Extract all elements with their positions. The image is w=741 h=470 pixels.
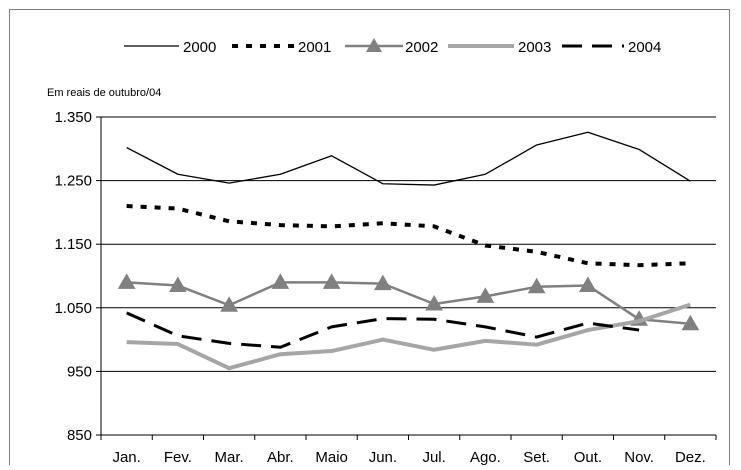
- series-line-2002: [126, 281, 691, 325]
- y-tick-label-1-250: 1.250: [54, 173, 92, 190]
- marker-2002-out: [579, 276, 597, 293]
- marker-2002-fev: [169, 276, 187, 293]
- x-tick-label-set: Set.: [523, 449, 550, 465]
- series-line-2004: [126, 311, 640, 349]
- legend-label-2003: 2003: [518, 39, 551, 56]
- x-tick-label-fev: Fev.: [164, 449, 192, 465]
- marker-2002-dez: [681, 314, 700, 331]
- legend-label-2002: 2002: [405, 39, 438, 56]
- chart-border: [9, 9, 730, 470]
- x-tick-label-abr: Abr.: [267, 449, 294, 465]
- x-tick-label-nov: Nov.: [624, 449, 654, 465]
- x-tick-label-jun: Jun.: [369, 449, 397, 465]
- y-tick-label-850: 850: [67, 427, 92, 444]
- x-tick-label-mar: Mar.: [215, 449, 244, 465]
- y-tick-label-1-050: 1.050: [54, 300, 92, 317]
- marker-2002-ago: [476, 287, 495, 303]
- legend-label-2001: 2001: [298, 39, 331, 56]
- x-tick-label-dez: Dez.: [675, 449, 706, 465]
- marker-2002-jul: [425, 294, 443, 311]
- series-line-2000: [126, 131, 691, 186]
- legend-label-2004: 2004: [628, 39, 661, 56]
- y-tick-label-950: 950: [67, 363, 92, 380]
- x-tick-label-jul: Jul.: [422, 449, 445, 465]
- legend-marker-2002: [366, 38, 382, 52]
- series-lines: [117, 131, 700, 371]
- unit-note: Em reais de outubro/04: [47, 87, 161, 99]
- marker-2002-maio: [322, 273, 341, 289]
- series-line-2003: [126, 302, 691, 371]
- y-axis-ticks: 850 950 1.050 1.150 1.250 1.350: [54, 109, 101, 444]
- gridlines: [100, 116, 716, 436]
- x-axis-ticks: Jan. Fev. Mar. Abr. Maio Jun. Jul. Ago. Set. Out.…: [100, 435, 717, 466]
- legend: 2000 2001 2002 2003 2004: [124, 38, 661, 56]
- legend-label-2000: 2000: [183, 39, 216, 56]
- marker-2002-jan: [117, 273, 136, 289]
- y-tick-label-1-350: 1.350: [54, 109, 92, 126]
- x-tick-label-ago: Ago.: [470, 449, 501, 465]
- x-tick-label-maio: Maio: [315, 449, 348, 465]
- x-tick-label-out: Out.: [574, 449, 602, 465]
- marker-2002-jun: [374, 274, 392, 291]
- y-tick-label-1-150: 1.150: [54, 236, 92, 253]
- marker-2002-set: [527, 277, 546, 294]
- marker-2002-abr: [271, 273, 290, 289]
- series-line-2001: [126, 204, 691, 268]
- marker-2002-mar: [220, 296, 238, 312]
- x-tick-label-jan: Jan.: [112, 449, 140, 465]
